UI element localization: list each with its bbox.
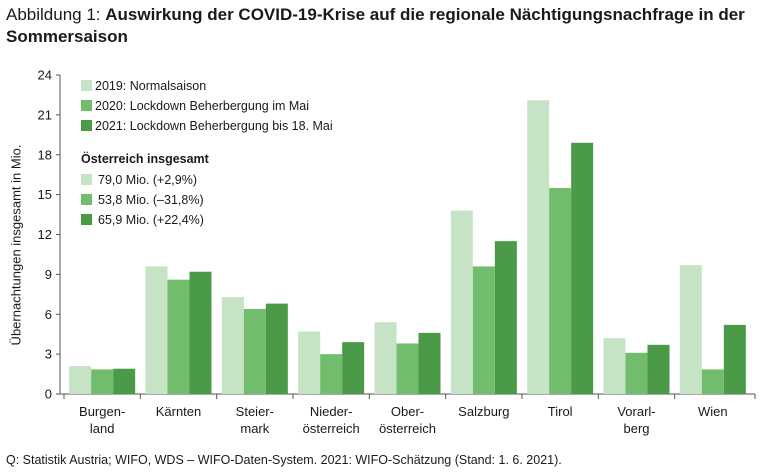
legend-label: 2019: Normalsaison <box>95 79 206 93</box>
y-tick-label: 6 <box>45 307 52 322</box>
x-tick-label: Ober-österreich <box>379 404 436 436</box>
bar <box>69 366 92 394</box>
bar <box>679 265 702 394</box>
x-tick-label: Burgen-land <box>79 404 125 436</box>
legend-swatch <box>81 80 92 91</box>
x-tick-label: Salzburg <box>458 404 509 419</box>
y-tick-label: 9 <box>45 267 52 282</box>
x-tick-label-line: Wien <box>698 404 728 419</box>
totals-title: Österreich insgesamt <box>81 151 210 166</box>
x-tick-label-line: Kärnten <box>156 404 202 419</box>
x-tick-label-line: Vorarl- <box>617 404 655 419</box>
bar <box>647 344 670 394</box>
x-tick-label-line: berg <box>623 421 649 436</box>
bar <box>472 266 495 394</box>
totals-entry: 79,0 Mio. (+2,9%) <box>98 173 197 187</box>
x-tick-label-line: Nieder- <box>310 404 353 419</box>
x-tick-label-line: Salzburg <box>458 404 509 419</box>
figure-number: Abbildung 1: <box>6 5 106 24</box>
x-tick-label-line: österreich <box>303 421 360 436</box>
x-tick-label-line: land <box>90 421 115 436</box>
source-note: Q: Statistik Austria; WIFO, WDS – WIFO-D… <box>6 453 562 467</box>
bar <box>396 343 419 394</box>
x-tick-label-line: mark <box>240 421 269 436</box>
bar <box>320 354 343 394</box>
totals-entry: 53,8 Mio. (–31,8%) <box>98 193 204 207</box>
legend-swatch <box>81 100 92 111</box>
x-tick-label-line: österreich <box>379 421 436 436</box>
x-tick-label: Nieder-österreich <box>303 404 360 436</box>
bar <box>450 210 473 394</box>
totals-swatch <box>81 214 92 225</box>
bar <box>374 322 397 394</box>
legend-label: 2020: Lockdown Beherbergung im Mai <box>95 99 309 113</box>
bar <box>603 338 626 394</box>
x-tick-label-line: Ober- <box>391 404 424 419</box>
x-tick-label: Kärnten <box>156 404 202 419</box>
y-tick-label: 18 <box>38 147 52 162</box>
x-tick-label: Wien <box>698 404 728 419</box>
totals-swatch <box>81 194 92 205</box>
bar <box>265 303 288 394</box>
bar <box>723 324 746 394</box>
bar <box>527 100 550 395</box>
legend-swatch <box>81 120 92 131</box>
bar <box>342 342 365 394</box>
title-text: Auswirkung der COVID-19-Krise auf die re… <box>6 5 745 46</box>
bar <box>243 308 266 394</box>
bar <box>549 187 572 394</box>
y-tick-label: 12 <box>38 227 52 242</box>
y-tick-label: 0 <box>45 387 52 402</box>
bar <box>625 352 648 394</box>
x-tick-label: Tirol <box>548 404 573 419</box>
bar <box>298 331 321 394</box>
x-tick-label-line: Burgen- <box>79 404 125 419</box>
bar <box>221 296 244 394</box>
totals-entry: 65,9 Mio. (+22,4%) <box>98 213 204 227</box>
bar-chart: 0 3 6 9 12 15 18 21 24 Burgen-land Kärnten Steier-m… <box>38 68 756 436</box>
bar <box>418 332 441 394</box>
totals-swatch <box>81 174 92 185</box>
x-tick-label-line: Tirol <box>548 404 573 419</box>
x-tick-label-line: Steier- <box>236 404 274 419</box>
chart-title: Abbildung 1: Auswirkung der COVID-19-Kri… <box>6 4 761 48</box>
bar <box>189 271 212 394</box>
bar <box>701 369 724 394</box>
x-tick-label: Steier-mark <box>236 404 274 436</box>
bar <box>167 279 190 394</box>
y-tick-label: 15 <box>38 187 52 202</box>
bar <box>571 142 594 394</box>
y-tick-label: 21 <box>38 107 52 122</box>
x-tick-label: Vorarl-berg <box>617 404 655 436</box>
y-tick-label: 24 <box>38 68 52 83</box>
bar <box>145 266 168 394</box>
legend-label: 2021: Lockdown Beherbergung bis 18. Mai <box>95 119 333 133</box>
y-tick-label: 3 <box>45 347 52 362</box>
bar <box>113 368 136 394</box>
bar <box>494 241 517 394</box>
bar <box>91 369 114 394</box>
